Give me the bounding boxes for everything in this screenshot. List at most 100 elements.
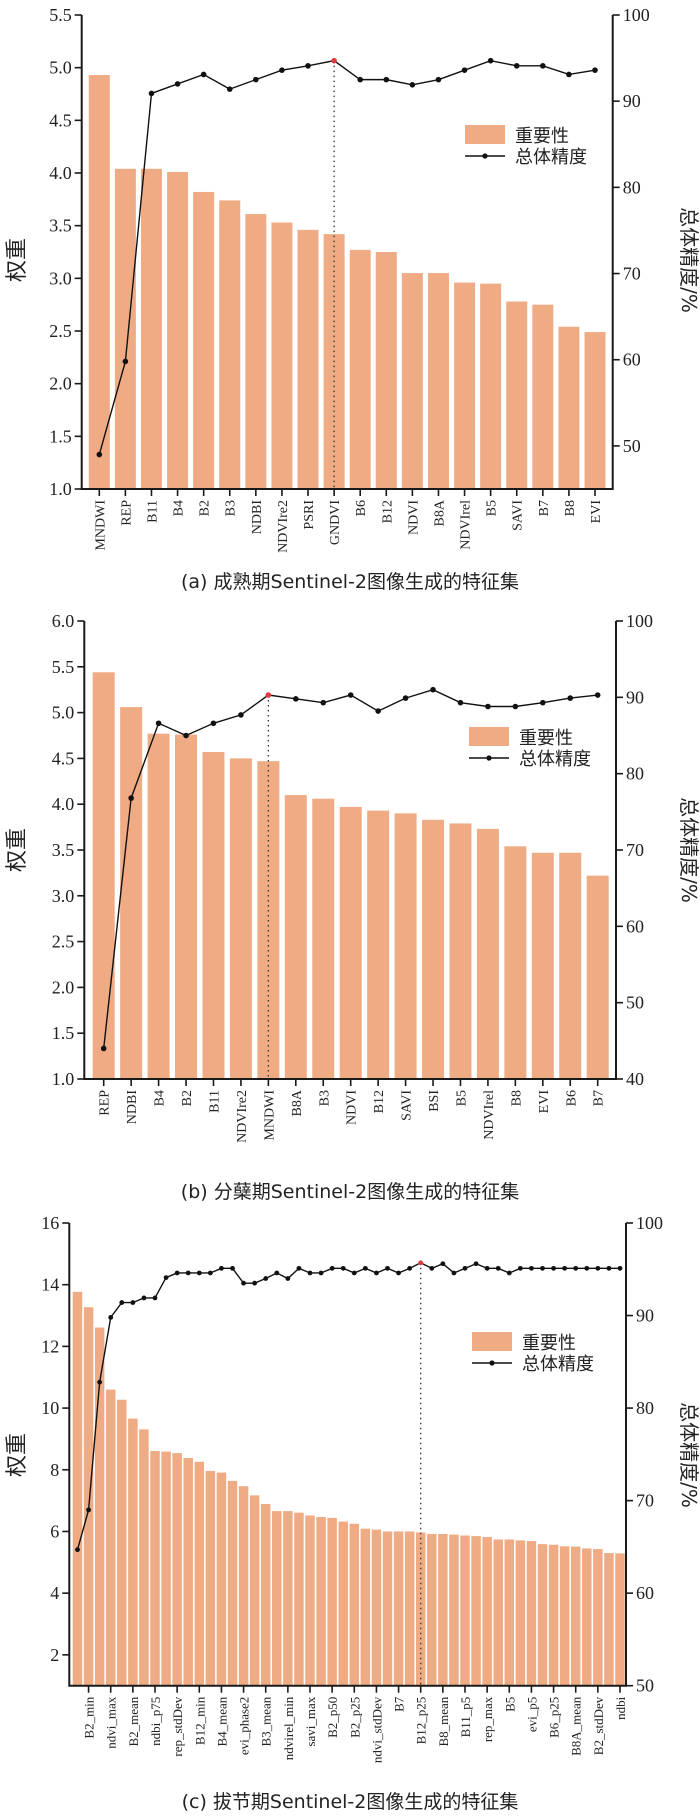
importance-bar bbox=[449, 1534, 459, 1686]
y2-tick-label: 70 bbox=[623, 264, 641, 284]
accuracy-point bbox=[210, 720, 217, 727]
importance-bar bbox=[493, 1539, 503, 1686]
accuracy-point bbox=[506, 1270, 512, 1276]
accuracy-point bbox=[296, 1265, 302, 1271]
x-tick-label: B11 bbox=[145, 500, 160, 523]
y2-tick-label: 100 bbox=[623, 5, 650, 25]
y-tick-label: 4.0 bbox=[49, 163, 72, 183]
accuracy-point bbox=[396, 1270, 401, 1276]
accuracy-point bbox=[230, 1265, 235, 1271]
y-tick-label: 2.5 bbox=[49, 321, 72, 341]
x-tick-label: B11 bbox=[207, 1090, 222, 1113]
accuracy-point bbox=[595, 1265, 601, 1271]
importance-bar bbox=[393, 1531, 404, 1686]
y2-tick-label: 50 bbox=[626, 993, 644, 1013]
importance-bar bbox=[537, 1544, 548, 1686]
y-tick-label: 5.0 bbox=[52, 703, 75, 723]
accuracy-point bbox=[594, 692, 601, 698]
legend-line-marker bbox=[486, 755, 492, 761]
accuracy-point bbox=[592, 67, 598, 73]
accuracy-point bbox=[383, 76, 390, 83]
x-tick-label: B6 bbox=[354, 500, 369, 516]
y-axis-title: 权重 bbox=[5, 828, 30, 872]
x-tick-label: ndvi_max bbox=[104, 1696, 119, 1748]
accuracy-point bbox=[485, 703, 491, 710]
accuracy-point bbox=[451, 1270, 457, 1276]
x-tick-label: B2_p50 bbox=[325, 1697, 340, 1738]
x-tick-label: ndvirel_min bbox=[281, 1696, 296, 1760]
y-tick-label: 6.0 bbox=[52, 611, 75, 631]
importance-bar bbox=[92, 672, 115, 1079]
accuracy-point bbox=[238, 712, 244, 718]
x-tick-label: EVI bbox=[589, 500, 604, 524]
accuracy-point bbox=[183, 732, 189, 739]
accuracy-point bbox=[122, 358, 129, 365]
legend-bar-label: 重要性 bbox=[515, 126, 569, 147]
importance-bar bbox=[515, 1540, 526, 1686]
legend-line-label: 总体精度 bbox=[522, 1354, 594, 1375]
accuracy-point bbox=[207, 1270, 213, 1276]
accuracy-point bbox=[200, 71, 207, 78]
accuracy-point bbox=[606, 1265, 612, 1271]
importance-bar bbox=[339, 806, 362, 1079]
x-tick-label: B6_p25 bbox=[547, 1697, 562, 1738]
accuracy-point bbox=[148, 90, 155, 97]
accuracy-point bbox=[163, 1275, 169, 1280]
accuracy-point bbox=[274, 1270, 280, 1276]
importance-bar bbox=[375, 252, 397, 489]
x-tick-label: B11_p5 bbox=[458, 1697, 473, 1738]
y-tick-label: 3.0 bbox=[49, 268, 72, 288]
x-tick-label: B12_p25 bbox=[414, 1697, 429, 1745]
importance-bar bbox=[604, 1553, 614, 1686]
y-tick-label: 1.0 bbox=[52, 1069, 75, 1089]
y-tick-label: 16 bbox=[41, 1213, 59, 1233]
importance-bar bbox=[367, 810, 390, 1079]
importance-bar bbox=[382, 1531, 393, 1686]
importance-bar bbox=[327, 1517, 337, 1686]
accuracy-point bbox=[263, 1276, 269, 1281]
importance-bar bbox=[283, 1511, 293, 1686]
y-tick-label: 1.0 bbox=[49, 479, 72, 499]
x-tick-label: B2_stdDev bbox=[591, 1696, 606, 1755]
legend-bar-label: 重要性 bbox=[522, 1333, 576, 1354]
y-tick-label: 1.5 bbox=[49, 426, 72, 446]
accuracy-point-highlight bbox=[418, 1260, 424, 1266]
importance-bar bbox=[193, 191, 215, 489]
accuracy-point bbox=[512, 703, 519, 710]
importance-bar bbox=[194, 1461, 205, 1686]
accuracy-point bbox=[97, 1379, 103, 1385]
importance-bar bbox=[227, 1480, 238, 1686]
importance-bar bbox=[205, 1471, 216, 1686]
importance-bar bbox=[476, 828, 499, 1079]
accuracy-point bbox=[566, 71, 572, 78]
accuracy-point bbox=[487, 57, 494, 64]
importance-bar bbox=[371, 1529, 382, 1686]
x-tick-label: ndvi_stdDev bbox=[369, 1696, 384, 1763]
y-tick-label: 14 bbox=[41, 1275, 59, 1295]
y-tick-label: 4.0 bbox=[52, 794, 75, 814]
importance-bar bbox=[83, 1307, 94, 1686]
y-tick-label: 3.5 bbox=[49, 216, 72, 236]
accuracy-point bbox=[385, 1265, 390, 1271]
y-tick-label: 2 bbox=[50, 1645, 59, 1665]
importance-bar bbox=[427, 273, 449, 489]
importance-bar bbox=[531, 852, 554, 1079]
y2-axis-title: 总体精度/% bbox=[677, 207, 700, 313]
y-tick-label: 2.5 bbox=[52, 932, 75, 952]
accuracy-point bbox=[318, 1270, 324, 1276]
importance-bar bbox=[394, 813, 417, 1079]
x-tick-label: B8A bbox=[432, 499, 447, 526]
accuracy-point bbox=[174, 81, 181, 87]
accuracy-point bbox=[347, 692, 354, 698]
legend-bar-label: 重要性 bbox=[519, 728, 573, 749]
importance-bar bbox=[305, 1515, 315, 1686]
importance-bar bbox=[219, 200, 241, 490]
legend-line-marker bbox=[489, 1360, 495, 1366]
importance-bar bbox=[593, 1549, 603, 1686]
x-tick-label: NDVIre2 bbox=[276, 500, 291, 553]
accuracy-point bbox=[75, 1547, 80, 1553]
x-tick-label: REP bbox=[119, 500, 134, 526]
accuracy-point bbox=[100, 1045, 107, 1052]
accuracy-point bbox=[374, 1270, 379, 1276]
